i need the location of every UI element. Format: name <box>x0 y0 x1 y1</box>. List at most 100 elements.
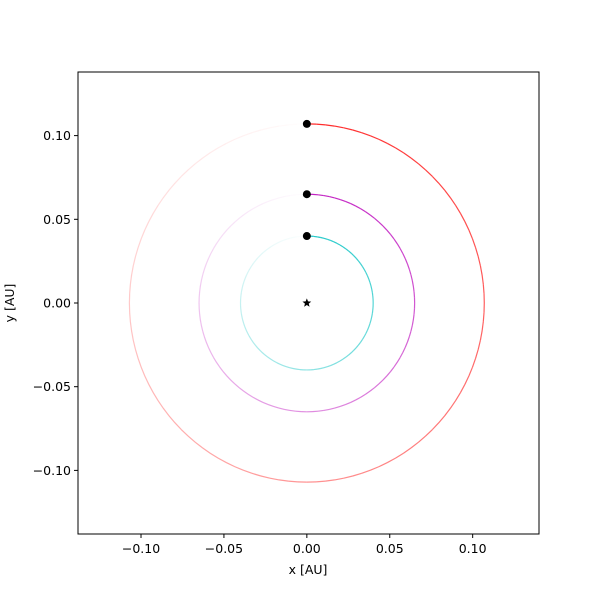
orbit-segment <box>203 269 205 274</box>
orbit-segment <box>252 130 261 133</box>
orbit-segment <box>235 136 244 140</box>
orbit-segment <box>235 218 239 222</box>
orbit-segment <box>366 391 371 394</box>
orbit-segment <box>206 259 208 264</box>
orbit-segment <box>482 322 483 331</box>
orbit-segment <box>286 238 289 239</box>
orbit-segment <box>243 212 248 215</box>
orbit-segment <box>387 458 395 462</box>
orbit-segment <box>317 237 320 238</box>
orbit-segment <box>343 357 346 359</box>
orbit-segment <box>235 467 244 471</box>
orbit-segment <box>469 230 473 239</box>
orbit-segment <box>227 376 231 380</box>
orbit-segment <box>400 249 403 254</box>
x-tick-label: 0.05 <box>376 541 404 556</box>
planet <box>303 190 311 198</box>
orbit-segment <box>439 183 445 190</box>
orbit-segment <box>461 213 465 221</box>
orbit-segment <box>396 148 404 153</box>
orbit-segment <box>271 359 274 361</box>
orbit-segment <box>400 352 403 357</box>
orbit-segment <box>133 257 135 266</box>
orbit-segment <box>370 282 371 285</box>
orbit-segment <box>349 251 352 253</box>
orbit-segment <box>262 353 265 355</box>
orbit-segment <box>158 401 163 409</box>
orbit-segment <box>403 347 405 352</box>
orbit-segment <box>346 249 349 251</box>
orbit-segment <box>283 239 286 240</box>
orbit-segment <box>210 148 218 153</box>
orbit-segment <box>145 222 149 230</box>
orbit-segment <box>335 126 344 128</box>
orbit-segment <box>472 358 475 367</box>
orbit-segment <box>258 204 263 206</box>
orbit-segment <box>478 340 480 349</box>
orbit-segment <box>317 368 320 369</box>
orbit-segment <box>216 362 219 367</box>
orbit-segment <box>353 130 362 133</box>
orbit-segment <box>200 314 201 320</box>
orbit-segment <box>340 405 345 407</box>
orbit-segment <box>258 348 260 351</box>
orbit-segment <box>343 247 346 249</box>
orbit-segment <box>226 463 234 467</box>
orbit-segment <box>195 442 202 448</box>
orbit-segment <box>426 170 433 176</box>
orbit-segment <box>243 391 248 394</box>
orbit-segment <box>265 355 268 357</box>
orbit-segment <box>241 313 242 316</box>
orbit-segment <box>249 267 251 270</box>
y-tick-label: −0.10 <box>33 463 71 478</box>
orbit-segment <box>366 273 367 276</box>
orbit-segment <box>208 347 210 352</box>
orbit-segment <box>149 384 153 392</box>
orbit-segment <box>324 196 330 197</box>
orbit-segment <box>239 215 243 218</box>
orbit-segment <box>203 153 211 158</box>
orbit-segment <box>201 275 202 281</box>
orbit-segment <box>334 242 337 244</box>
orbit-segment <box>260 350 263 352</box>
orbit-segment <box>132 331 134 340</box>
orbit-segment <box>383 226 387 230</box>
orbit-segment <box>255 345 257 348</box>
orbit-segment <box>169 183 175 190</box>
orbit-segment <box>439 416 445 423</box>
orbit-segment <box>383 376 387 380</box>
orbit-segment <box>208 254 210 259</box>
orbit-segment <box>130 322 131 331</box>
orbit-segment <box>280 364 283 365</box>
x-tick-label: −0.10 <box>122 541 160 556</box>
orbit-segment <box>324 367 327 368</box>
orbit-segment <box>366 330 367 333</box>
orbit-segment <box>366 212 371 215</box>
orbit-segment <box>210 453 218 458</box>
orbit-segment <box>163 190 169 197</box>
orbit-segment <box>335 478 344 480</box>
orbit-segment <box>394 239 397 244</box>
orbit-segment <box>371 317 372 320</box>
orbit-segment <box>340 359 343 361</box>
orbit-segment <box>141 367 145 376</box>
orbit-segment <box>274 406 279 408</box>
orbit-segment <box>331 240 334 241</box>
orbit-segment <box>283 366 286 367</box>
orbit-segment <box>268 357 271 359</box>
orbit-segment <box>284 196 290 197</box>
orbit-segment <box>181 430 188 436</box>
orbit-segment <box>175 176 181 183</box>
orbit-segment <box>211 249 214 254</box>
orbit-segment <box>407 337 409 342</box>
orbit-segment <box>411 442 418 448</box>
orbit-segment <box>252 473 261 476</box>
orbit-segment <box>133 340 135 349</box>
orbit-segment <box>340 200 345 202</box>
orbit-segment <box>290 368 293 369</box>
orbit-segment <box>204 337 206 342</box>
orbit-segment <box>367 327 368 330</box>
orbit-segment <box>345 402 350 404</box>
orbit-segment <box>344 476 353 478</box>
orbit-segment <box>130 284 131 293</box>
